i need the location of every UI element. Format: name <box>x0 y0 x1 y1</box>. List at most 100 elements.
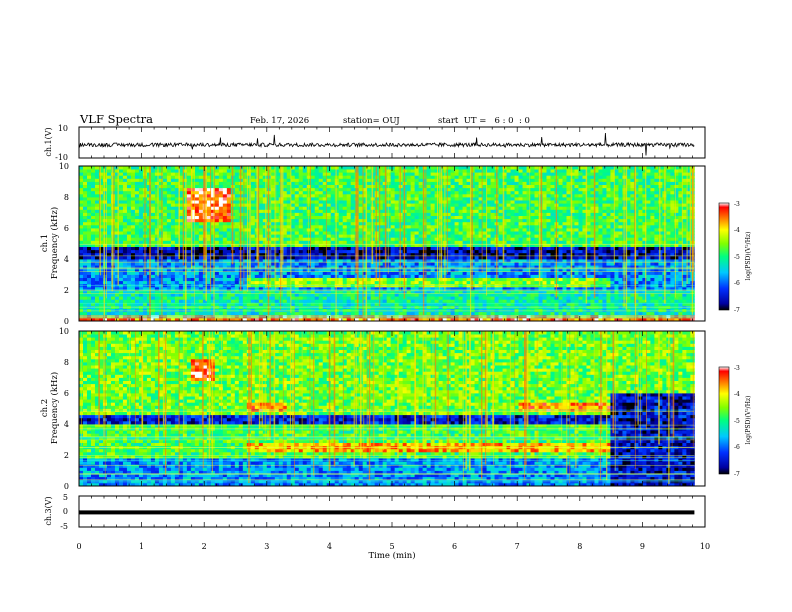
ch1-spectrogram-cell <box>210 224 216 229</box>
ch1-spectrogram-cell <box>394 255 400 260</box>
ch1-spectrogram-cell <box>334 308 340 313</box>
ch1-spectrogram-cell <box>134 212 140 216</box>
ch1-spectrogram-cell <box>242 249 248 254</box>
ch1-spectrogram-cell <box>422 209 428 213</box>
ch1-spectrogram-cell <box>206 262 212 266</box>
ch1-spectrogram-cell <box>182 311 188 316</box>
ch1-spectrogram-cell <box>314 184 320 189</box>
ch1-spectrogram-cell <box>234 184 240 189</box>
ch1-spectrogram-cell <box>302 212 308 216</box>
ch1-spectrogram-cell <box>186 249 192 254</box>
station-label: station= OUJ <box>343 116 400 126</box>
ch1-spectrogram-cell <box>426 311 432 316</box>
ch1-spectrogram-cell <box>386 293 392 297</box>
ch1-spectrogram-cell <box>226 262 232 266</box>
ch1-spectrogram-cell <box>310 224 316 229</box>
ch1-spectrogram-cell <box>130 265 136 269</box>
ch1-spectrogram-cell <box>250 212 256 216</box>
ch1-spectrogram-cell <box>186 187 192 192</box>
ch1-spectrogram-cell <box>338 237 344 241</box>
ch1-spectrogram-cell <box>358 212 364 216</box>
ch1-spectrogram-cell <box>90 166 96 170</box>
ch1-spectrogram-cell <box>294 255 300 260</box>
ch1-spectrogram-cell <box>274 206 280 210</box>
ch1-spectrogram-cell <box>418 234 424 238</box>
ch1-spectrogram-cell <box>98 187 104 192</box>
ch1-spectrogram-cell <box>394 187 400 192</box>
ch1-spectrogram-cell <box>378 317 384 322</box>
ch1-spectrogram-cell <box>334 299 340 303</box>
ch1-spectrogram-cell <box>410 224 416 229</box>
ch1-spectrogram-cell <box>154 218 160 223</box>
ch1-spectrogram-cell <box>262 243 268 247</box>
ch1-spectrogram-cell <box>134 209 140 213</box>
ch1-spectrogram-cell <box>158 187 164 192</box>
ch1-spectrogram-cell <box>318 268 324 272</box>
ch1-spectrogram-cell <box>130 311 136 316</box>
ch1-spectrogram-cell <box>234 302 240 306</box>
ch1-spectrogram-cell <box>466 255 471 260</box>
ch1-spectrogram-cell <box>298 221 304 226</box>
ch1-spectrogram-cell <box>318 197 324 201</box>
ch1-spectrogram-cell <box>334 203 340 207</box>
ch1-spectrogram-cell <box>242 271 248 275</box>
ch1-spectrogram-cell <box>214 280 220 285</box>
ch1-spectrogram-cell <box>310 277 316 282</box>
ch1-spectrogram-cell <box>310 212 316 216</box>
ch1-spectrogram-cell <box>414 290 420 294</box>
ch1-spectrogram-cell <box>118 243 124 247</box>
ch1-spectrogram-cell <box>338 243 344 247</box>
ch1-spectrogram-cell <box>466 206 471 210</box>
ch1-spectrogram-cell <box>234 296 240 300</box>
ch1-spectrogram-cell <box>226 271 232 275</box>
ch1-spectrogram-cell <box>194 299 200 303</box>
ch1-spectrogram-cell <box>118 237 124 241</box>
ch1-spectrogram-cell <box>114 296 120 300</box>
ch1-spectrogram-cell <box>190 240 196 244</box>
ch1-spectrogram-cell <box>298 231 304 235</box>
ch1-spectrogram-cell <box>450 255 456 260</box>
ch1-spectrogram-cell <box>466 193 471 198</box>
ch1-spectrogram-cell <box>218 280 224 285</box>
ch1-spectrogram-cell <box>302 224 308 229</box>
ch1-spectrogram-cell <box>210 259 216 263</box>
ch1-spectrogram-cell <box>474 293 479 297</box>
ch1-spectrogram-cell <box>102 262 108 266</box>
ch1-spectrogram-cell <box>86 249 92 254</box>
ch1-waveform-trace <box>78 132 695 156</box>
ch1-spectrogram-cell <box>366 234 372 238</box>
ch1-spectrogram-cell <box>250 190 256 195</box>
ch1-spectrogram-cell <box>258 169 264 173</box>
ch1-spectrogram-cell <box>322 280 328 285</box>
ch1-spectrogram-cell <box>166 311 172 316</box>
ch1-spectrogram-cell <box>462 262 467 266</box>
ch1-spectrogram-cell <box>162 197 168 201</box>
ch1-spectrogram-cell <box>386 271 392 275</box>
ch1-spectrogram-cell <box>102 169 108 173</box>
ch1-spectrogram-cell <box>258 184 264 189</box>
ch1-spectrogram-cell <box>446 231 452 235</box>
ch1-spectrogram-cell <box>378 221 384 226</box>
ch1-spectrogram-cell <box>450 172 456 176</box>
ch1-spectrogram-cell <box>390 203 396 207</box>
ch1-spectrogram-cell <box>122 175 128 179</box>
ch1-spectrogram-cell <box>234 259 240 263</box>
ch1-spectrogram-cell <box>162 308 168 313</box>
ch1-spectrogram-cell <box>242 218 248 223</box>
ch1-spectrogram-cell <box>114 206 120 210</box>
ch1-spectrogram-cell <box>338 181 344 185</box>
ch1-spectrogram-cell <box>206 190 212 195</box>
ch1-spectrogram-cell <box>154 203 160 207</box>
ch1-spectrogram-cell <box>450 302 456 306</box>
ch1-spectrogram-cell <box>366 240 372 244</box>
ch1-spectrogram-cell <box>146 234 152 238</box>
ch1-spectrogram-cell <box>98 237 104 241</box>
ch1-spectrogram-cell <box>330 265 336 269</box>
ch1-spectrogram-cell <box>186 246 192 251</box>
ch1-spectrogram-cell <box>462 259 467 263</box>
ch1-spectrogram-cell <box>114 234 120 238</box>
ch1-spectrogram-cell <box>462 187 467 192</box>
ch1-spectrogram-cell <box>386 311 392 316</box>
ch1-spectrogram-cell <box>194 169 200 173</box>
ch1-spectrogram-cell <box>426 274 432 278</box>
